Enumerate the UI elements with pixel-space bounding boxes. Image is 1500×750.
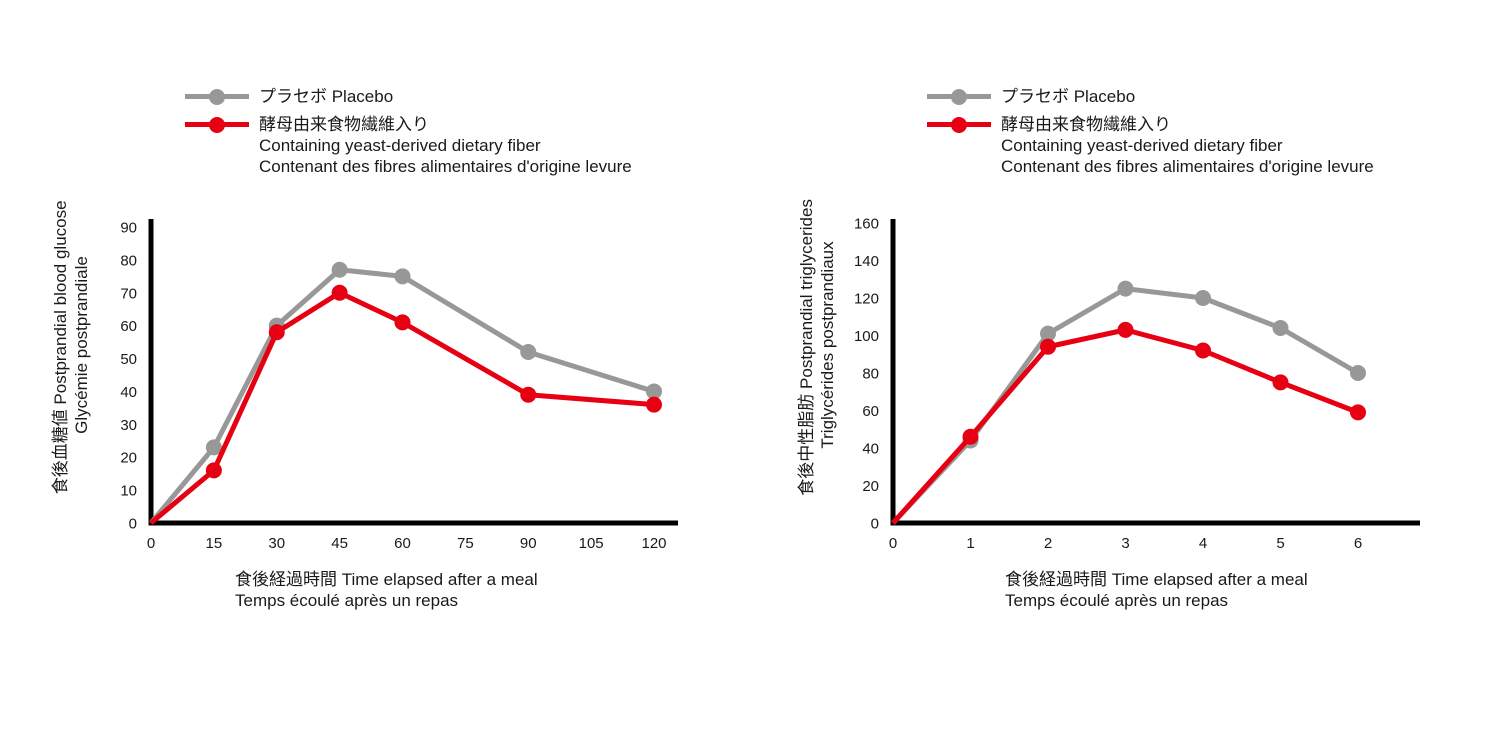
y-tick-label: 20 xyxy=(862,478,879,495)
x-tick-label: 4 xyxy=(1199,535,1207,552)
y-tick-label: 20 xyxy=(120,450,137,467)
fiber-data-point xyxy=(331,284,348,301)
x-tick-label: 1 xyxy=(966,535,974,552)
placebo-data-point xyxy=(1040,325,1056,342)
legend-item-placebo: プラセボ Placebo xyxy=(185,86,632,107)
fiber-dot-swatch xyxy=(209,116,225,133)
fiber-legend-marker xyxy=(927,114,991,135)
y-tick-label: 40 xyxy=(862,441,879,458)
y-axis-title-line1: 食後中性脂肪 Postprandial triglycerides xyxy=(797,199,816,496)
y-tick-label: 80 xyxy=(862,366,879,383)
legend-label-fiber-en: Containing yeast-derived dietary fiber xyxy=(1001,136,1283,155)
placebo-data-point xyxy=(205,439,222,456)
fiber-data-point xyxy=(1272,374,1289,391)
fiber-data-point xyxy=(646,396,662,413)
placebo-legend-marker xyxy=(185,86,249,107)
blood-glucose-plot: 食後血糖値 Postprandial blood glucose Glycémi… xyxy=(51,196,678,610)
fiber-legend-marker xyxy=(185,114,249,135)
y-tick-label: 50 xyxy=(120,351,137,368)
fiber-line xyxy=(891,327,1359,525)
legend-item-placebo: プラセボ Placebo xyxy=(927,86,1374,107)
placebo-data-point xyxy=(520,343,537,360)
y-axis-title-glucose: 食後血糖値 Postprandial blood glucose Glycémi… xyxy=(51,196,91,495)
y-axis-title-triglycerides: 食後中性脂肪 Postprandial triglycerides Trigly… xyxy=(797,194,837,495)
x-tick-label: 0 xyxy=(147,535,155,552)
legend-label-placebo: プラセボ Placebo xyxy=(1001,87,1136,106)
y-tick-label: 60 xyxy=(120,318,137,335)
x-tick-label: 5 xyxy=(1276,535,1284,552)
x-tick-label: 60 xyxy=(394,535,411,552)
legend-label-fiber-fr: Contenant des fibres alimentaires d'orig… xyxy=(259,157,632,176)
blood-glucose-chart: プラセボ Placebo 酵母由来食物繊維入り Containing yeast… xyxy=(51,86,678,610)
fiber-data-point xyxy=(1350,404,1366,421)
y-tick-label: 120 xyxy=(854,291,879,308)
x-axis-title-line2: Temps écoulé après un repas xyxy=(1005,591,1228,610)
legend-label-fiber-ja: 酵母由来食物繊維入り xyxy=(1001,115,1171,134)
legend-item-fiber: 酵母由来食物繊維入り Containing yeast-derived diet… xyxy=(927,114,1374,177)
placebo-data-point xyxy=(1350,365,1366,381)
fiber-data-point xyxy=(962,428,979,445)
y-tick-label: 0 xyxy=(129,516,137,533)
x-tick-label: 90 xyxy=(520,535,537,552)
legend-label-placebo: プラセボ Placebo xyxy=(259,87,394,106)
legend-item-fiber: 酵母由来食物繊維入り Containing yeast-derived diet… xyxy=(185,114,632,177)
fiber-data-point xyxy=(1195,342,1211,359)
x-axis-title-line2: Temps écoulé après un repas xyxy=(235,591,458,610)
x-tick-label: 105 xyxy=(579,535,604,552)
legend-label-fiber-ja: 酵母由来食物繊維入り xyxy=(259,115,429,134)
placebo-dot-swatch xyxy=(951,88,967,105)
y-tick-label: 30 xyxy=(120,417,137,434)
y-tick-label: 80 xyxy=(120,252,137,269)
y-tick-label: 70 xyxy=(120,285,137,302)
placebo-data-point xyxy=(1117,280,1134,297)
placebo-data-point xyxy=(331,261,348,278)
y-tick-label: 90 xyxy=(120,220,137,237)
y-tick-label: 10 xyxy=(120,483,137,500)
x-axis-title-line1: 食後経過時間 Time elapsed after a meal xyxy=(1005,570,1308,589)
glucose-plot-layer: 0 10 20 30 40 50 60 70 80 90 0 15 30 45 60 75 90 105 120 xyxy=(120,219,678,552)
x-tick-label: 2 xyxy=(1044,535,1052,552)
placebo-data-point xyxy=(1195,290,1211,306)
y-tick-label: 40 xyxy=(120,384,137,401)
legend-label-fiber-en: Containing yeast-derived dietary fiber xyxy=(259,136,541,155)
fiber-data-point xyxy=(520,386,537,403)
x-axis-title-triglycerides: 食後経過時間 Time elapsed after a meal Temps é… xyxy=(1005,570,1312,610)
x-tick-label: 75 xyxy=(457,535,474,552)
x-tick-label: 15 xyxy=(206,535,223,552)
triglycerides-plot-layer: 0 20 40 60 80 100 120 140 160 0 1 2 3 4 5 6 xyxy=(854,216,1420,552)
fiber-data-point xyxy=(1040,338,1056,355)
fiber-data-point xyxy=(268,324,285,341)
triglycerides-legend: プラセボ Placebo 酵母由来食物繊維入り Containing yeast… xyxy=(927,86,1374,184)
y-tick-label: 100 xyxy=(854,328,879,345)
x-tick-label: 3 xyxy=(1121,535,1129,552)
placebo-data-point xyxy=(646,383,662,400)
y-tick-label: 60 xyxy=(862,403,879,420)
x-tick-label: 120 xyxy=(641,535,666,552)
triglycerides-plot: 食後中性脂肪 Postprandial triglycerides Trigly… xyxy=(797,194,1420,610)
placebo-data-point xyxy=(1272,320,1289,336)
x-axis-title-glucose: 食後経過時間 Time elapsed after a meal Temps é… xyxy=(235,570,542,610)
fiber-data-point xyxy=(205,462,222,479)
placebo-data-point xyxy=(394,268,411,285)
x-tick-label: 45 xyxy=(331,535,348,552)
triglycerides-chart: プラセボ Placebo 酵母由来食物繊維入り Containing yeast… xyxy=(750,0,1500,750)
y-tick-label: 140 xyxy=(854,253,879,270)
fiber-data-point xyxy=(394,314,411,331)
x-tick-label: 0 xyxy=(889,535,897,552)
fiber-data-point xyxy=(1117,321,1134,338)
placebo-dot-swatch xyxy=(209,88,225,105)
x-tick-label: 30 xyxy=(268,535,285,552)
y-axis-title-line1: 食後血糖値 Postprandial blood glucose xyxy=(51,200,70,494)
blood-glucose-legend: プラセボ Placebo 酵母由来食物繊維入り Containing yeast… xyxy=(185,86,632,184)
fiber-dot-swatch xyxy=(951,116,967,133)
legend-label-fiber-fr: Contenant des fibres alimentaires d'orig… xyxy=(1001,157,1374,176)
x-tick-label: 6 xyxy=(1354,535,1362,552)
y-axis-title-line2: Triglycérides postprandiaux xyxy=(818,241,837,449)
y-tick-label: 0 xyxy=(871,516,879,533)
y-axis-title-line2: Glycémie postprandiale xyxy=(72,256,91,434)
y-tick-label: 160 xyxy=(854,216,879,233)
placebo-legend-marker xyxy=(927,86,991,107)
x-axis-title-line1: 食後経過時間 Time elapsed after a meal xyxy=(235,570,538,589)
